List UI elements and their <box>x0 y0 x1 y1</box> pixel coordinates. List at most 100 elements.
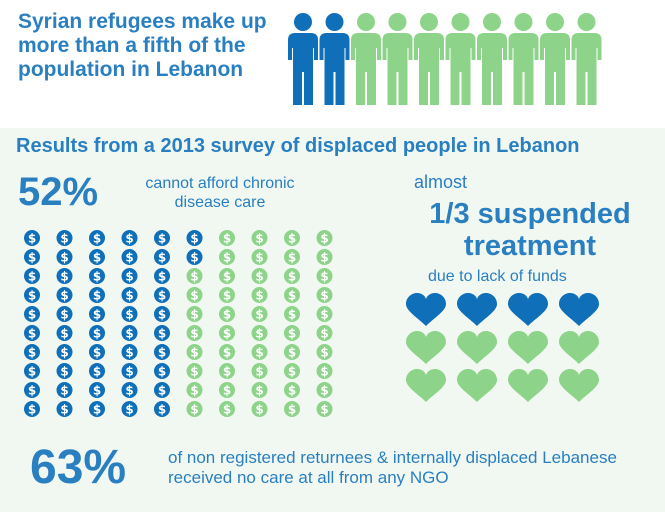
dollar-coin-icon: $ <box>24 325 40 341</box>
dollar-coin-icon: $ <box>251 325 268 341</box>
svg-text:$: $ <box>60 384 68 398</box>
dollar-coin-icon: $ <box>89 382 105 398</box>
svg-text:$: $ <box>288 403 296 417</box>
dollar-coin-icon: $ <box>219 401 235 417</box>
dollar-coin-icon: $ <box>219 306 235 322</box>
dollar-coin-icon: $ <box>89 249 105 265</box>
dollar-coin-icon: $ <box>219 230 235 246</box>
svg-text:$: $ <box>288 308 296 322</box>
dollar-coin-icon: $ <box>56 306 73 322</box>
dollar-coin-icon: $ <box>121 268 138 284</box>
heart-icon <box>406 293 446 326</box>
dollar-coin-icon: $ <box>89 363 105 379</box>
svg-text:$: $ <box>125 270 133 284</box>
svg-text:$: $ <box>28 289 36 303</box>
svg-text:$: $ <box>320 289 328 303</box>
dollar-coin-icon: $ <box>251 382 268 398</box>
svg-text:$: $ <box>60 289 68 303</box>
svg-text:$: $ <box>320 308 328 322</box>
person-icon <box>571 13 602 105</box>
svg-text:$: $ <box>158 365 166 379</box>
dollar-coin-icon: $ <box>154 230 170 246</box>
svg-text:$: $ <box>255 403 263 417</box>
svg-text:$: $ <box>320 270 328 284</box>
svg-text:$: $ <box>125 289 133 303</box>
svg-text:$: $ <box>320 384 328 398</box>
svg-text:$: $ <box>28 327 36 341</box>
dollar-coin-icon: $ <box>186 287 203 303</box>
dollar-coin-icon: $ <box>24 401 40 417</box>
svg-text:$: $ <box>158 384 166 398</box>
dollar-coin-icon: $ <box>186 382 203 398</box>
chronic-percent: 52% <box>18 170 99 214</box>
svg-text:$: $ <box>288 327 296 341</box>
person-icon <box>382 13 413 105</box>
dollar-coin-icon: $ <box>219 325 235 341</box>
svg-text:$: $ <box>60 270 68 284</box>
dollar-coin-icon: $ <box>316 363 333 379</box>
svg-text:$: $ <box>255 384 263 398</box>
svg-text:$: $ <box>93 308 101 322</box>
person-icon <box>351 13 381 105</box>
svg-text:$: $ <box>125 327 133 341</box>
svg-text:$: $ <box>255 327 263 341</box>
svg-text:$: $ <box>255 251 263 265</box>
dollar-coin-icon: $ <box>24 287 40 303</box>
dollar-coin-icon: $ <box>154 325 170 341</box>
headline: Syrian refugees make up more than a fift… <box>18 10 267 81</box>
dollar-coin-icon: $ <box>154 306 170 322</box>
svg-text:$: $ <box>93 403 101 417</box>
dollar-coin-icon: $ <box>56 325 73 341</box>
heart-icon <box>457 331 497 364</box>
person-icon <box>414 13 444 105</box>
svg-text:$: $ <box>93 384 101 398</box>
svg-text:$: $ <box>158 403 166 417</box>
heart-icon <box>559 331 599 364</box>
dollar-coin-icon: $ <box>154 382 170 398</box>
dollar-coin-icon: $ <box>316 382 333 398</box>
dollar-coin-icon: $ <box>284 306 300 322</box>
dollar-coin-icon: $ <box>284 230 300 246</box>
dollar-coin-icon: $ <box>316 306 333 322</box>
svg-text:$: $ <box>93 270 101 284</box>
svg-text:$: $ <box>320 232 328 246</box>
dollar-coin-icon: $ <box>284 325 300 341</box>
svg-text:$: $ <box>93 346 101 360</box>
dollar-coin-icon: $ <box>186 344 203 360</box>
treatment-headline: 1/3 suspended treatment <box>429 198 631 262</box>
svg-text:$: $ <box>125 384 133 398</box>
svg-text:$: $ <box>93 365 101 379</box>
svg-text:$: $ <box>60 327 68 341</box>
heart-icon <box>559 293 599 326</box>
dollar-coin-icon: $ <box>219 344 235 360</box>
svg-text:$: $ <box>223 308 231 322</box>
dollar-coin-icon: $ <box>284 363 300 379</box>
dollar-coin-icon: $ <box>89 230 105 246</box>
dollar-coin-icon: $ <box>251 363 268 379</box>
dollar-coin-icon: $ <box>251 287 268 303</box>
svg-text:$: $ <box>320 346 328 360</box>
heart-icon <box>508 369 548 402</box>
dollar-coin-icon: $ <box>121 249 138 265</box>
svg-text:$: $ <box>288 289 296 303</box>
svg-text:$: $ <box>255 289 263 303</box>
dollar-coin-icon: $ <box>316 344 333 360</box>
dollar-coin-icon: $ <box>316 230 333 246</box>
person-icon <box>477 13 507 105</box>
person-icon <box>540 13 570 105</box>
person-icon <box>508 13 539 105</box>
dollar-coin-icon: $ <box>154 268 170 284</box>
survey-title: Results from a 2013 survey of displaced … <box>16 135 580 157</box>
svg-text:$: $ <box>190 289 198 303</box>
svg-text:$: $ <box>320 327 328 341</box>
dollar-coin-icon: $ <box>186 249 203 265</box>
svg-text:$: $ <box>60 232 68 246</box>
dollar-coin-icon: $ <box>56 287 73 303</box>
dollar-coin-icon: $ <box>121 230 138 246</box>
dollar-coin-icon: $ <box>219 249 235 265</box>
dollar-coin-icon: $ <box>251 306 268 322</box>
dollar-coin-icon: $ <box>24 363 40 379</box>
svg-text:$: $ <box>158 251 166 265</box>
heart-icon <box>457 293 497 326</box>
heart-icon <box>559 369 599 402</box>
